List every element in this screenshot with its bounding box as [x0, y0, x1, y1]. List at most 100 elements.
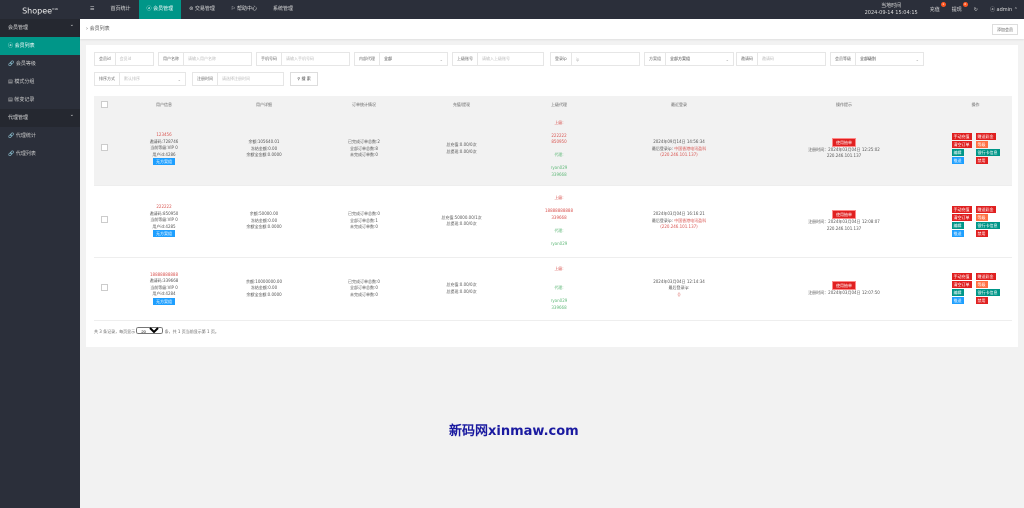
action-button[interactable]: 清空订单 [951, 281, 972, 288]
row-checkbox[interactable] [100, 283, 108, 291]
action-button[interactable]: 编辑 [951, 149, 964, 157]
cell-text: 上级: [554, 195, 564, 200]
phone-field[interactable]: 手机号码 请输入手机号码 [256, 52, 350, 66]
cell-text: 总提现:0.00/0次 [446, 148, 477, 154]
nav-members[interactable]: ⓐ 会员管理 [138, 0, 182, 19]
refresh-icon[interactable]: ↻ [973, 6, 978, 13]
cell-text: 未完成订单数:0 [350, 152, 378, 157]
cell-text: 上级: [554, 119, 564, 125]
cell-text: 总提现:0.00/0次 [446, 221, 477, 226]
username: 18888888888 [150, 271, 178, 277]
action-button[interactable]: 禁用 [975, 229, 988, 237]
recharge-badge: 1 [940, 2, 946, 7]
status-badge: 使用抽单 [832, 210, 856, 219]
action-button[interactable]: 等级 [975, 213, 988, 221]
username-field[interactable]: 用户名称 请输入用户名称 [158, 52, 252, 66]
sidebar-item-member-level[interactable]: 🔗 会员等级 [8, 61, 36, 67]
cell-text: 余额宝金额:0.0000 [246, 291, 282, 297]
action-button[interactable]: 等级 [975, 141, 988, 149]
cell-text: 总提现:0.00/0次 [446, 288, 477, 294]
cell-text: ryan029 [550, 165, 568, 170]
action-button[interactable]: 推送 [951, 157, 964, 165]
select-all-checkbox[interactable] [94, 96, 114, 113]
action-button[interactable]: 编辑 [951, 289, 964, 296]
action-button[interactable]: 编辑 [951, 221, 964, 229]
action-button[interactable]: 清空订单 [951, 213, 972, 221]
action-button[interactable]: 银行卡信息 [975, 149, 1000, 157]
login-ip-label: 最后登录ip: [651, 217, 673, 223]
action-button[interactable]: 银行卡信息 [975, 289, 1000, 296]
login-ip: () [677, 291, 681, 297]
sidebar-item-agent-stats[interactable]: 🔗 代理统计 [8, 133, 36, 139]
cell-text: 代理: [554, 227, 564, 233]
parent-account-field[interactable]: 上级账号 请输入上级账号 [452, 52, 544, 66]
action-button[interactable]: 禁用 [975, 157, 988, 165]
sidebar-group-agents[interactable]: 代理管理 [0, 106, 80, 127]
cell-text: 已完成订单总数:0 [348, 211, 380, 217]
col-user-detail: 用户详细 [214, 96, 314, 113]
username: 222222 [156, 204, 172, 210]
action-button[interactable]: 赠送彩金 [975, 273, 996, 280]
pagination: 共 3 条记录，每页显示 20 条，共 1 页当前显示第 1 页。 [94, 326, 1010, 335]
local-time: 当地时间 2024-09-14 15:04:15 [864, 2, 918, 16]
cell-text: 18888888888 [545, 208, 573, 213]
sidebar-item-agent-list[interactable]: 🔗 代理列表 [8, 151, 36, 157]
cell-text: 代理: [554, 152, 564, 157]
sidebar-item-account-log[interactable]: ▤ 帐变记录 [8, 97, 35, 103]
col-parent-agent: 上级代理 [509, 96, 609, 113]
user-menu[interactable]: ⓐ admin ⌃ [989, 7, 1018, 13]
action-button[interactable]: 赠送彩金 [975, 133, 996, 141]
nav-system[interactable]: 系统管理 [273, 6, 294, 12]
action-button[interactable]: 禁用 [975, 297, 988, 304]
recharge-link[interactable]: 充值 1 [929, 2, 946, 13]
scheme-tag: 无方案组 [153, 297, 175, 305]
cell-text: 220.246.101.137 [826, 153, 862, 159]
row-checkbox[interactable] [100, 144, 108, 151]
scheme-select[interactable]: 方案组 全部方案组 ⌄ [644, 52, 734, 66]
sidebar-group-members[interactable]: 会员管理 [0, 16, 80, 37]
uid-field[interactable]: 会员id 会员id [94, 52, 154, 66]
nav-help[interactable]: ⚐ 帮助中心 [230, 6, 257, 12]
action-button[interactable]: 银行卡信息 [975, 221, 1000, 229]
menu-toggle-icon[interactable]: ☰ [90, 6, 95, 12]
invite-code-field[interactable]: 邀请码 邀请码 [736, 52, 826, 66]
scheme-tag: 无方案组 [153, 230, 175, 238]
cell-text: 222222 [551, 132, 567, 138]
action-button[interactable]: 赠送彩金 [975, 205, 996, 213]
cell-text: 已完成订单总数:0 [348, 278, 380, 284]
cell-text: 全部订单总数:8 [350, 145, 378, 151]
sort-select[interactable]: 排序方式 默认排序 ⌄ [94, 72, 186, 86]
action-button[interactable]: 推送 [951, 297, 964, 304]
member-level-select[interactable]: 会员等级 全部级别 ⌄ [830, 52, 924, 66]
inner-agent-select[interactable]: 内部代理 全部 ⌄ [354, 52, 448, 66]
row-checkbox[interactable] [100, 216, 108, 224]
cell-text: 总充值:50000.00/1次 [441, 214, 482, 220]
per-page-select[interactable]: 20 [136, 326, 164, 334]
login-location: 中国香港电讯盈科 [674, 217, 707, 223]
withdraw-link[interactable]: 提现 0 [951, 2, 968, 13]
login-ip: (220.246.101.137) [660, 224, 698, 230]
search-button[interactable]: ⚲ 搜 索 [290, 72, 318, 86]
action-button[interactable]: 手动充值 [951, 133, 972, 141]
watermark: 新码网xinmaw.com [449, 424, 579, 439]
col-user-info: 用户信息 [114, 96, 214, 113]
nav-home-stats[interactable]: 首页统计 [110, 6, 131, 12]
sidebar-item-mode-group[interactable]: ▤ 模式分组 [8, 79, 35, 85]
add-member-button[interactable]: 添加会员 [992, 24, 1018, 35]
nav-trade[interactable]: ⊜ 交易管理 [189, 6, 215, 12]
action-button[interactable]: 手动充值 [951, 205, 972, 213]
cell-text: 220.246.101.137 [826, 225, 862, 231]
cell-text: 注册时间：2024年03月04日 12:08:07 [808, 219, 880, 224]
action-button[interactable]: 推送 [951, 229, 964, 237]
cell-text: 余额:10000000.00 [245, 278, 283, 284]
action-button[interactable]: 手动充值 [951, 273, 972, 280]
action-button[interactable]: 等级 [975, 281, 988, 288]
register-time-field[interactable]: 注册时间 请选择注册时间 [192, 72, 284, 86]
login-ip-field[interactable]: 登录ip ip [550, 52, 640, 66]
action-button[interactable]: 清空订单 [951, 141, 972, 149]
row-actions: 手动充值 赠送彩金 清空订单 等级编辑 银行卡信息推送 禁用 [939, 133, 1012, 165]
cell-text: 当前等级:VIP 0 [150, 145, 178, 150]
sidebar-item-member-list[interactable]: ⓐ 会员列表 [0, 37, 80, 55]
cell-text: 上级: [554, 265, 564, 271]
cell-text: 339668 [551, 171, 567, 177]
